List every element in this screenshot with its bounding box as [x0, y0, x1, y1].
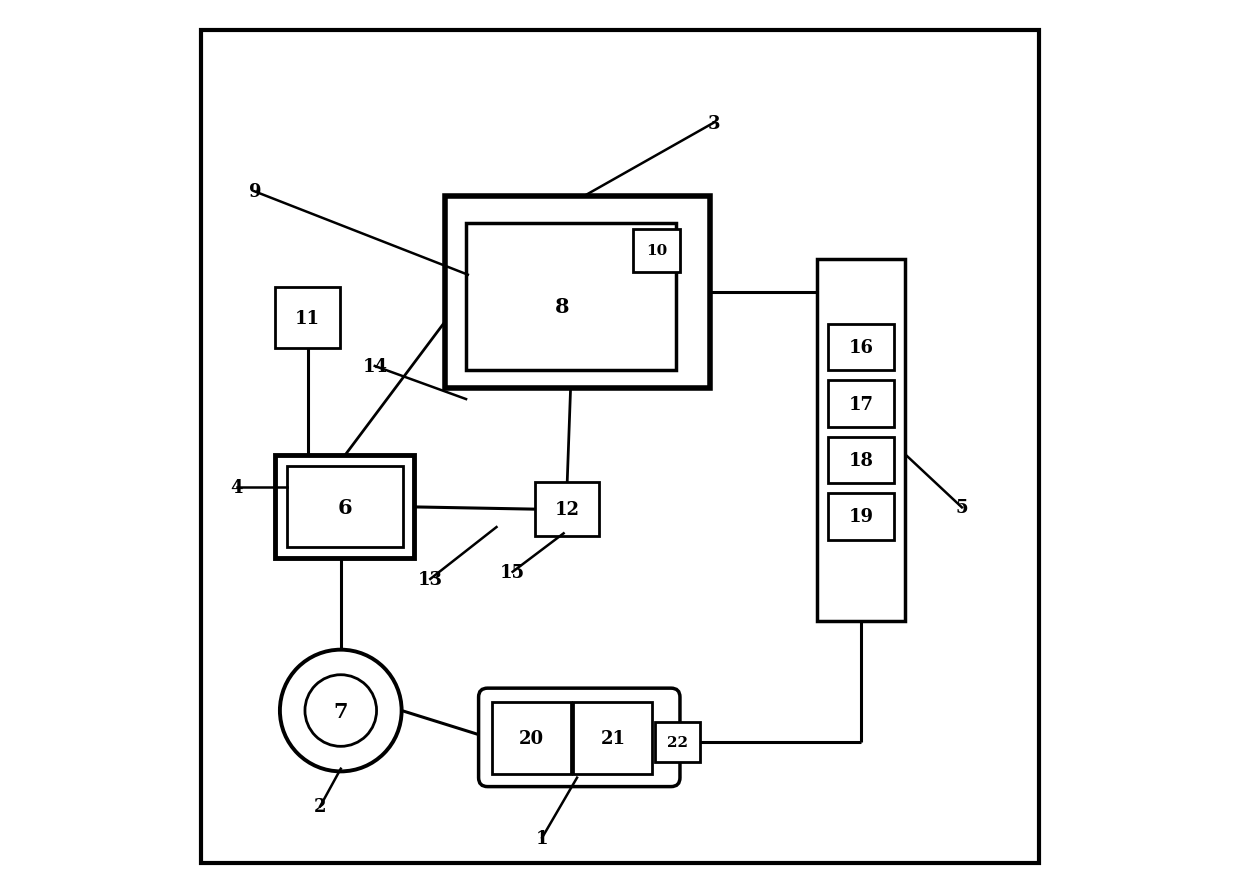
Bar [817, 259, 905, 621]
Text: 9: 9 [248, 183, 262, 201]
Bar [827, 437, 894, 484]
Text: 19: 19 [848, 508, 873, 526]
Text: 13: 13 [418, 570, 443, 588]
Bar [827, 325, 894, 371]
Text: 12: 12 [554, 501, 579, 519]
Text: 21: 21 [600, 730, 625, 747]
Text: 8: 8 [556, 296, 569, 316]
Text: 22: 22 [667, 735, 688, 749]
Text: 11: 11 [295, 309, 320, 327]
Text: 3: 3 [708, 114, 720, 132]
Bar [534, 483, 599, 536]
Text: 14: 14 [362, 358, 387, 375]
Text: 16: 16 [848, 339, 873, 357]
Bar [827, 381, 894, 427]
Bar [288, 467, 403, 547]
Circle shape [305, 675, 377, 746]
Text: 18: 18 [848, 451, 873, 469]
Circle shape [280, 650, 402, 772]
Bar [634, 230, 680, 273]
Bar [655, 722, 699, 762]
Bar [275, 288, 340, 349]
Text: 15: 15 [500, 563, 526, 581]
Text: 17: 17 [848, 395, 873, 413]
Bar [445, 197, 709, 389]
Text: 10: 10 [646, 244, 667, 258]
FancyBboxPatch shape [479, 688, 680, 787]
Text: 6: 6 [337, 497, 352, 518]
Bar [573, 703, 652, 774]
Text: 20: 20 [518, 730, 544, 747]
Text: 2: 2 [314, 797, 326, 815]
Text: 5: 5 [956, 499, 968, 517]
Text: 4: 4 [231, 478, 243, 496]
Bar [827, 493, 894, 540]
Bar [492, 703, 570, 774]
Bar [275, 456, 414, 559]
Text: 7: 7 [334, 701, 348, 721]
Bar [466, 224, 676, 371]
Text: 1: 1 [536, 829, 548, 847]
